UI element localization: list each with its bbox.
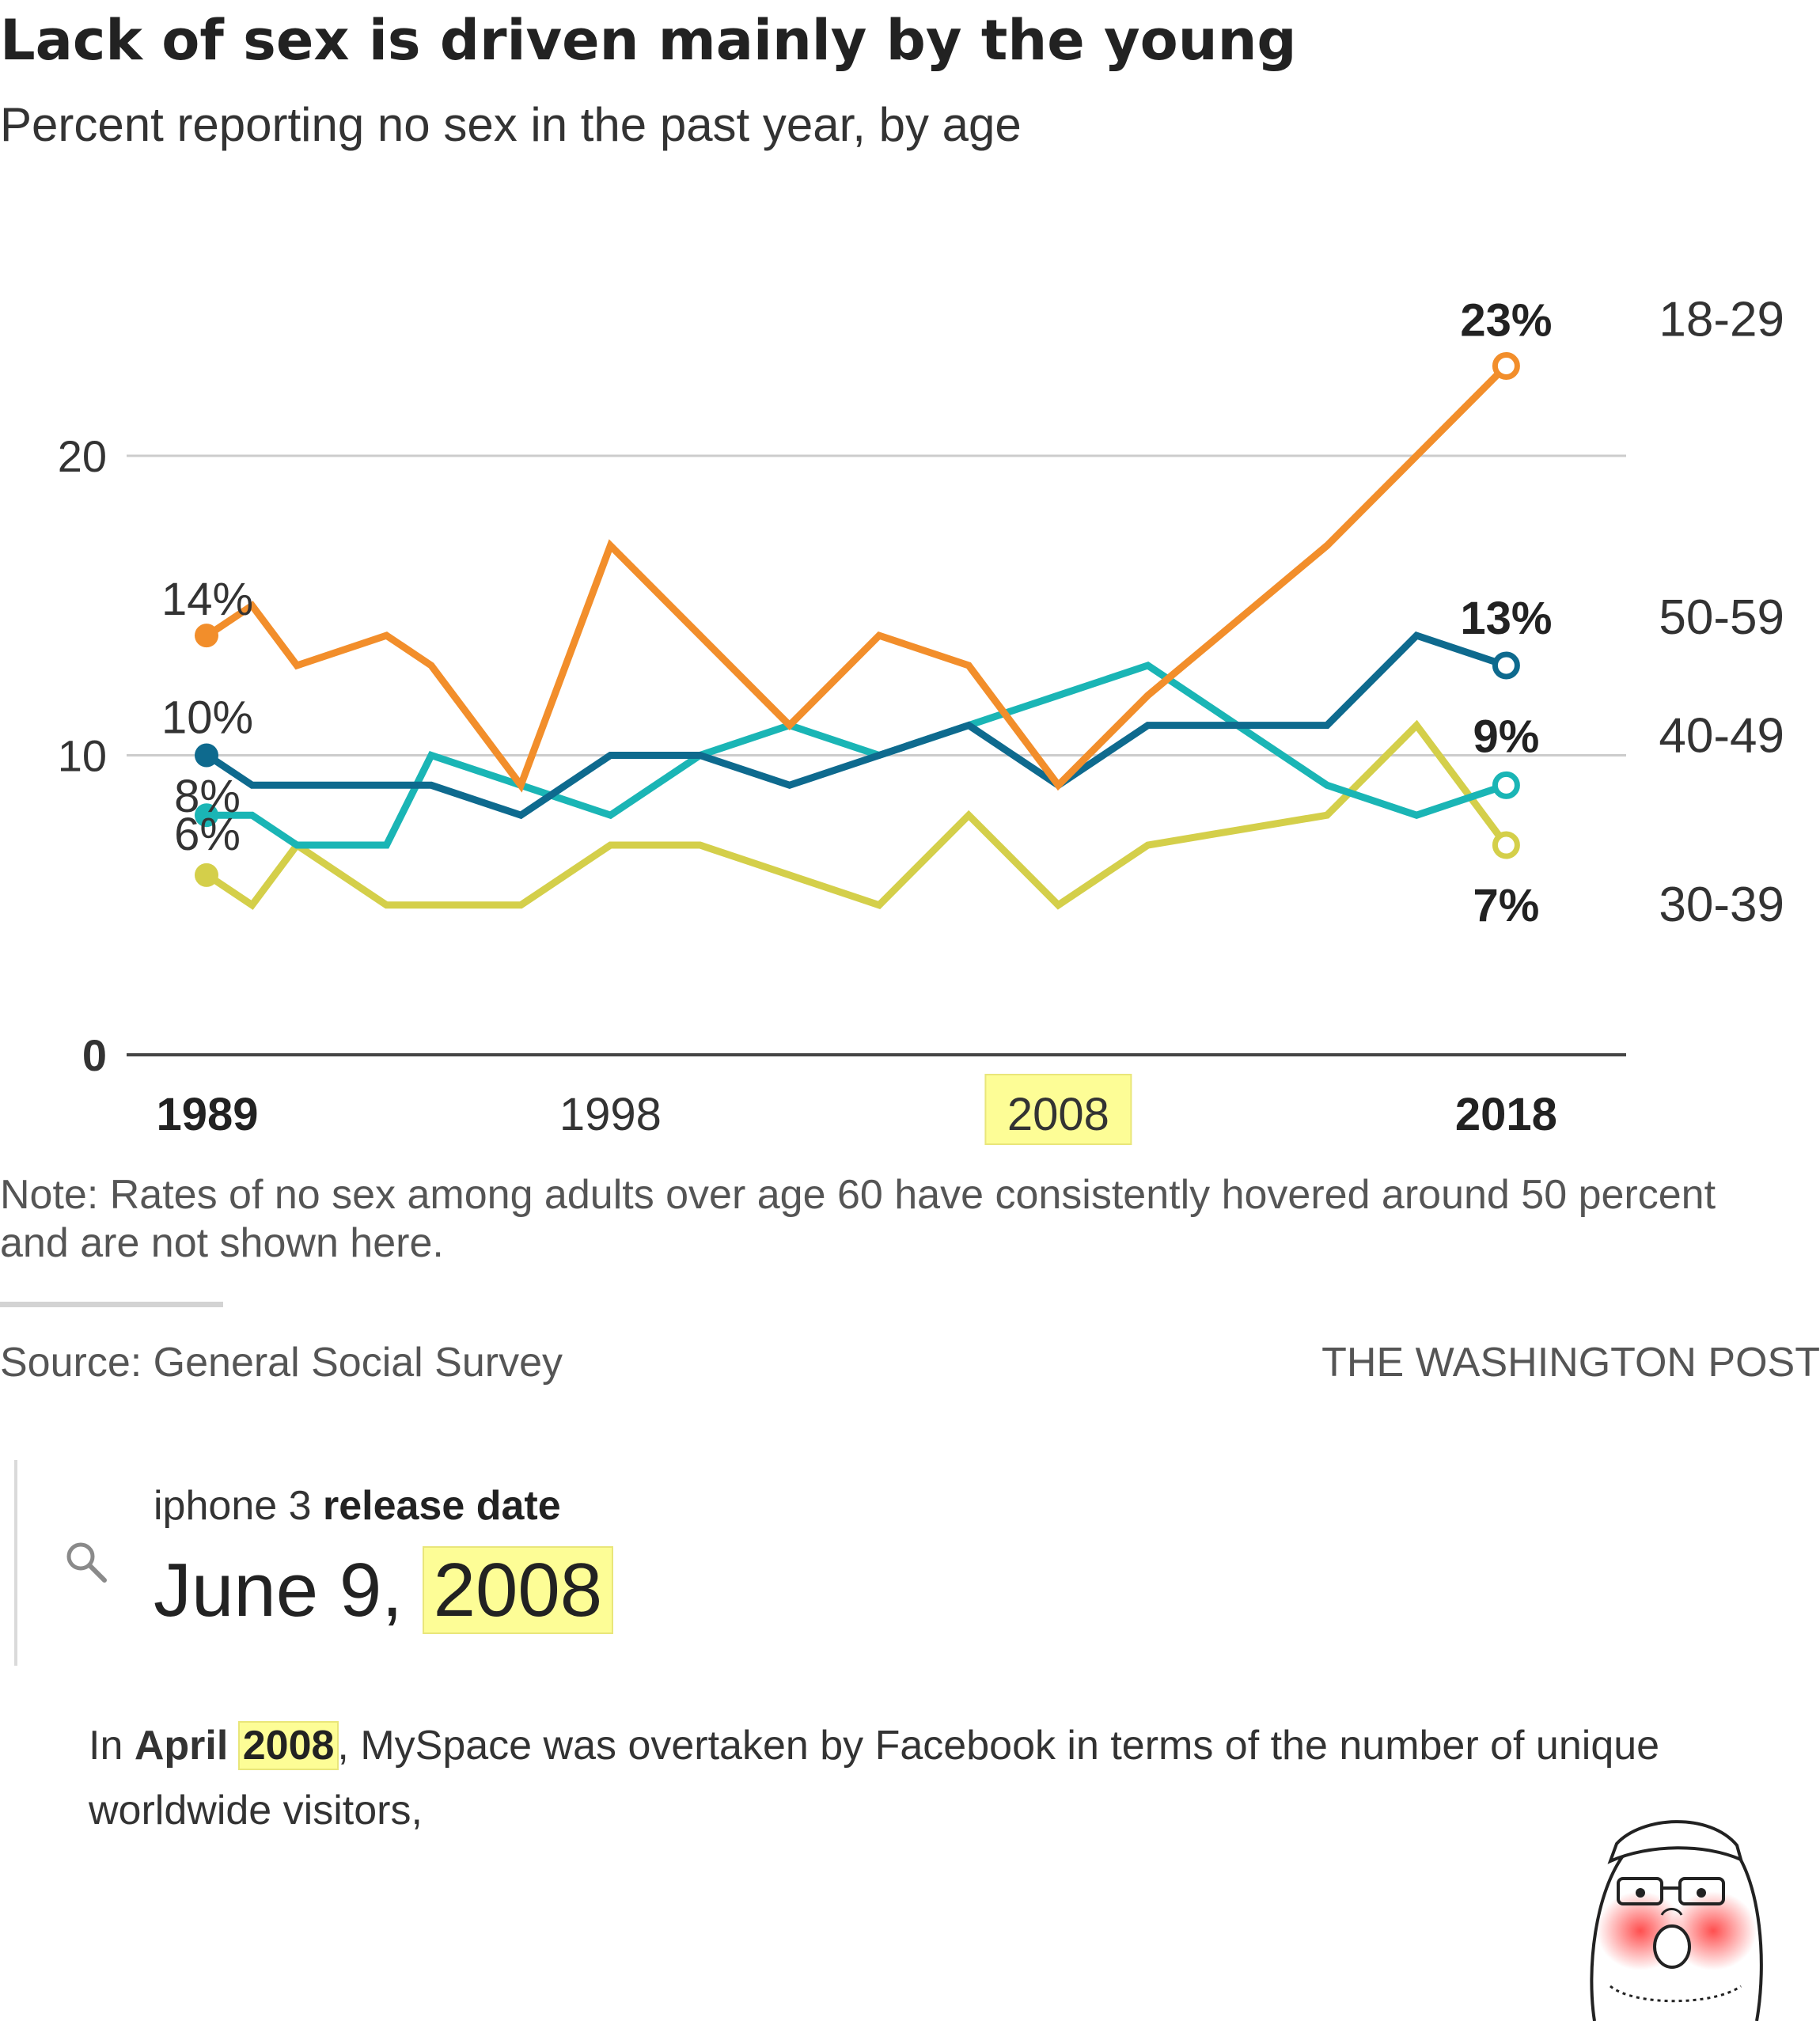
chart-title: Lack of sex is driven mainly by the youn…	[0, 8, 1297, 73]
footer-divider	[0, 1302, 223, 1307]
end-point-50-59	[1492, 651, 1520, 680]
x-tick-highlight	[984, 1074, 1132, 1145]
end-point-18-29	[1492, 351, 1520, 380]
start-point-40-49	[195, 803, 218, 828]
end-point-40-49	[1492, 771, 1520, 799]
series-line-50-59	[205, 631, 1507, 820]
snippet-rest: , MySpace was overtaken by Facebook in t…	[89, 1723, 1660, 1833]
series-line-18-29	[205, 363, 1509, 793]
myspace-snippet: In April 2008, MySpace was overtaken by …	[89, 1713, 1790, 1843]
query-text: iphone 3	[154, 1483, 312, 1529]
chart-note: Note: Rates of no sex among adults over …	[0, 1172, 1716, 1266]
x-tick-label: 2018	[1455, 1089, 1557, 1140]
publisher-credit: THE WASHINGTON POST	[1321, 1340, 1820, 1386]
end-value-label-40-49: 9%	[1473, 711, 1539, 762]
start-label-40-49: 8%	[174, 771, 241, 822]
search-result-card[interactable]: iphone 3 release date June 9, 2008	[14, 1460, 650, 1666]
series-name-label-50-59: 50-59	[1659, 590, 1784, 645]
start-label-30-39: 6%	[174, 809, 241, 860]
chart-subtitle: Percent reporting no sex in the past yea…	[0, 98, 1022, 151]
snippet-year-highlight: 2008	[237, 1721, 339, 1770]
x-tick-label: 1989	[156, 1089, 258, 1140]
series-name-label-30-39: 30-39	[1659, 878, 1784, 932]
series-name-label-18-29: 18-29	[1659, 292, 1784, 347]
end-point-30-39	[1492, 831, 1520, 859]
series-line-30-39	[205, 719, 1510, 910]
chart-source: Source: General Social Survey	[0, 1340, 563, 1386]
answer-date: June 9,	[154, 1548, 403, 1632]
x-tick-label: 2008	[1007, 1089, 1109, 1140]
line-chart: 0 10 20 1989 1998 2008 2018 14% 10% 8%6% 23% 18-29…	[58, 292, 1784, 1145]
snippet-month: April	[134, 1723, 229, 1769]
y-tick-label: 10	[58, 731, 107, 781]
start-label-50-59: 10%	[161, 692, 253, 744]
x-tick-label: 1998	[559, 1089, 662, 1140]
snippet-start: In	[89, 1723, 123, 1769]
y-tick-label: 0	[82, 1030, 107, 1080]
answer-year-highlight: 2008	[422, 1546, 614, 1634]
start-point-30-39	[195, 863, 218, 887]
end-value-label-50-59: 13%	[1460, 593, 1552, 644]
search-query[interactable]: iphone 3 release date	[154, 1482, 561, 1530]
start-point-18-29	[195, 624, 218, 648]
end-value-label-18-29: 23%	[1460, 294, 1552, 346]
end-value-label-30-39: 7%	[1473, 880, 1539, 931]
y-tick-label: 20	[58, 431, 107, 481]
soyjak-face-icon	[1590, 1820, 1763, 2021]
series-name-label-40-49: 40-49	[1659, 708, 1784, 763]
query-bold-text: release date	[322, 1483, 561, 1529]
search-answer: June 9, 2008	[154, 1546, 614, 1634]
start-label-18-29: 14%	[161, 574, 253, 625]
start-point-50-59	[195, 743, 218, 768]
search-icon	[66, 1542, 107, 1583]
